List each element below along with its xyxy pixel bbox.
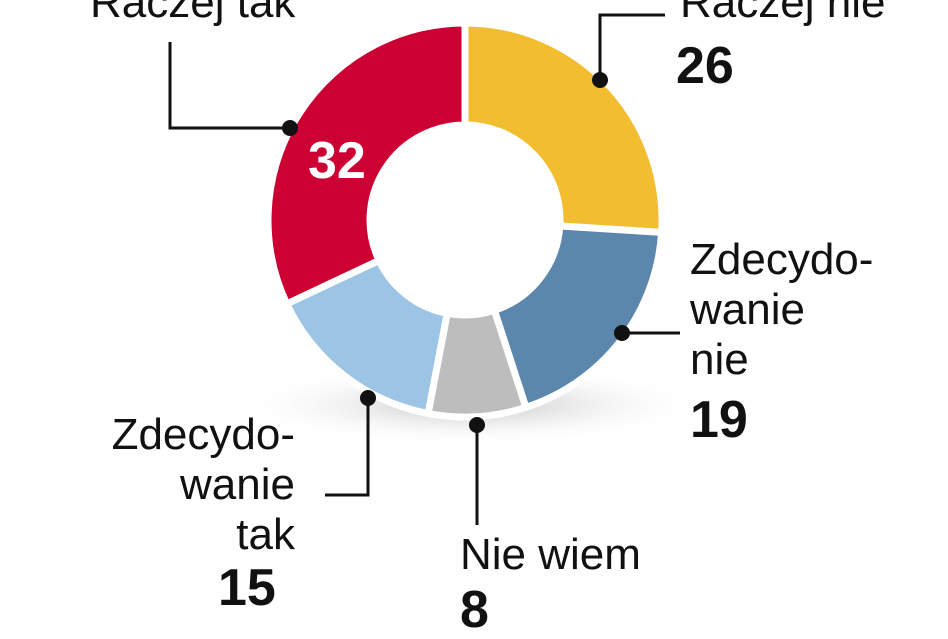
value-label: 8 (460, 581, 489, 639)
value-label: 15 (218, 559, 276, 617)
page: {"chart_data": {"type": "donut", "catego… (90, 0, 886, 638)
value-label: 32 (308, 132, 366, 190)
leader-dots (282, 72, 630, 433)
slice (489, 222, 666, 412)
donut (264, 19, 666, 421)
slice (264, 19, 469, 309)
category-label: Raczej nie (680, 0, 886, 27)
category-label: Raczej tak (90, 0, 296, 27)
category-label: Nie wiem (460, 530, 641, 579)
slice (461, 19, 666, 237)
category-label: Zdecydo- wanie tak (111, 410, 295, 559)
value-label: 19 (690, 391, 748, 449)
value-label: 26 (676, 37, 734, 95)
leaders (168, 13, 680, 525)
category-label: Zdecydo- wanie nie (690, 235, 874, 384)
chart (168, 13, 710, 525)
